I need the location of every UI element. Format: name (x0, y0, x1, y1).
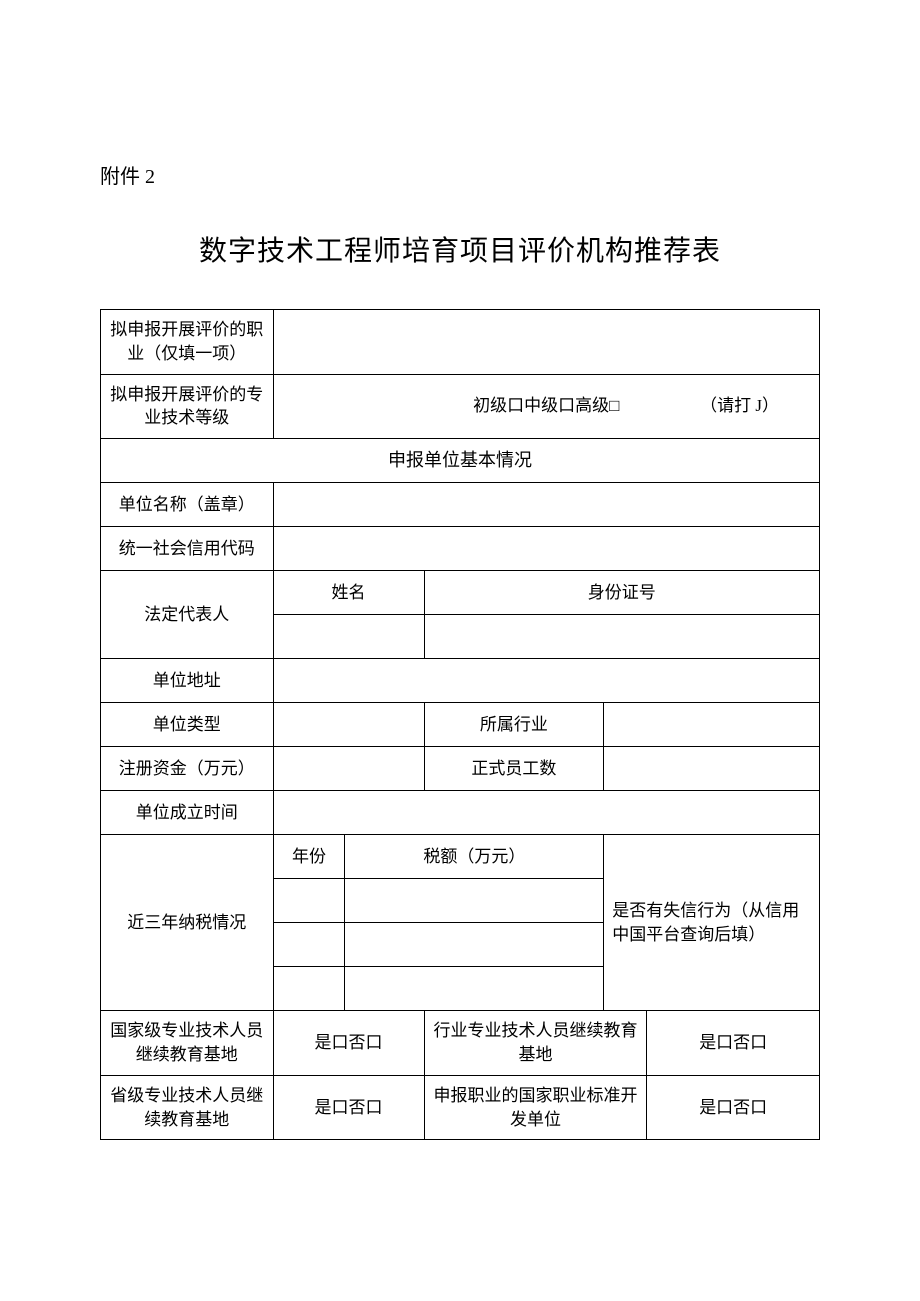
unit-name-label: 单位名称（盖章） (101, 483, 274, 527)
provincial-base-value[interactable]: 是口否口 (273, 1075, 424, 1140)
tax-amount-header: 税额（万元） (345, 835, 604, 879)
tax-year-1[interactable] (273, 879, 345, 923)
employee-count-value[interactable] (604, 747, 820, 791)
standard-dev-label: 申报职业的国家职业标准开发单位 (424, 1075, 647, 1140)
industry-label: 所属行业 (424, 703, 604, 747)
form-table: 拟申报开展评价的职业（仅填一项） 拟申报开展评价的专业技术等级 初级口中级口高级… (100, 309, 820, 1140)
standard-dev-value[interactable]: 是口否口 (647, 1075, 820, 1140)
industry-base-value[interactable]: 是口否口 (647, 1011, 820, 1076)
unit-type-label: 单位类型 (101, 703, 274, 747)
legal-rep-label: 法定代表人 (101, 571, 274, 659)
tax-year-2[interactable] (273, 923, 345, 967)
employee-count-label: 正式员工数 (424, 747, 604, 791)
unit-address-label: 单位地址 (101, 659, 274, 703)
credit-code-label: 统一社会信用代码 (101, 527, 274, 571)
establish-time-value[interactable] (273, 791, 819, 835)
reg-capital-value[interactable] (273, 747, 424, 791)
level-options: 初级口中级口高级□ (473, 394, 619, 418)
page-title: 数字技术工程师培育项目评价机构推荐表 (100, 229, 820, 269)
unit-name-value[interactable] (273, 483, 819, 527)
level-hint: （请打 J） (700, 394, 779, 418)
tax-amount-2[interactable] (345, 923, 604, 967)
reg-capital-label: 注册资金（万元） (101, 747, 274, 791)
provincial-base-label: 省级专业技术人员继续教育基地 (101, 1075, 274, 1140)
national-base-value[interactable]: 是口否口 (273, 1011, 424, 1076)
name-value[interactable] (273, 615, 424, 659)
unit-type-value[interactable] (273, 703, 424, 747)
level-label: 拟申报开展评价的专业技术等级 (101, 374, 274, 439)
tax-amount-1[interactable] (345, 879, 604, 923)
credit-code-value[interactable] (273, 527, 819, 571)
tax-amount-3[interactable] (345, 967, 604, 1011)
industry-value[interactable] (604, 703, 820, 747)
national-base-label: 国家级专业技术人员继续教育基地 (101, 1011, 274, 1076)
attachment-label: 附件 2 (100, 160, 820, 189)
level-cell[interactable]: 初级口中级口高级□ （请打 J） (273, 374, 819, 439)
id-number-value[interactable] (424, 615, 819, 659)
id-number-label: 身份证号 (424, 571, 819, 615)
section-basic-info: 申报单位基本情况 (101, 439, 820, 483)
establish-time-label: 单位成立时间 (101, 791, 274, 835)
occupation-value[interactable] (273, 310, 819, 375)
year-header: 年份 (273, 835, 345, 879)
industry-base-label: 行业专业技术人员继续教育基地 (424, 1011, 647, 1076)
name-label: 姓名 (273, 571, 424, 615)
tax-situation-label: 近三年纳税情况 (101, 835, 274, 1011)
unit-address-value[interactable] (273, 659, 819, 703)
tax-year-3[interactable] (273, 967, 345, 1011)
occupation-label: 拟申报开展评价的职业（仅填一项） (101, 310, 274, 375)
dishonest-label: 是否有失信行为（从信用中国平台查询后填） (604, 835, 820, 1011)
